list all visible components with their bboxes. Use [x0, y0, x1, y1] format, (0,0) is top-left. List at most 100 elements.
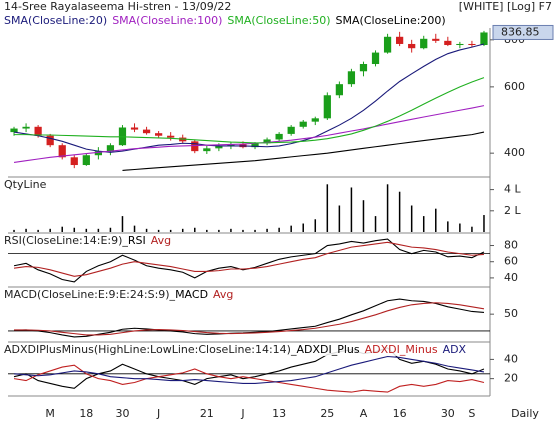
y-tick-label: 40 — [504, 271, 518, 284]
x-axis-label: Daily — [511, 407, 539, 420]
candle-body — [408, 43, 416, 49]
candle-body — [383, 36, 392, 53]
last-price-box — [492, 24, 554, 40]
bar — [145, 228, 148, 232]
panel-header: QtyLine — [4, 178, 47, 191]
candle-body — [130, 127, 139, 130]
bar — [483, 215, 485, 232]
series-line — [122, 131, 485, 171]
bar — [242, 229, 244, 232]
bar — [350, 187, 353, 232]
series-line — [13, 105, 485, 163]
bar — [471, 226, 473, 232]
y-tick-label: 400 — [504, 146, 525, 159]
y-tick-label: 50 — [504, 307, 518, 320]
candle-body — [432, 38, 440, 41]
bar — [230, 228, 232, 232]
candle-body — [227, 144, 235, 146]
y-tick-label: 2 L — [504, 204, 521, 217]
candle-body — [106, 145, 115, 152]
candle-body — [251, 143, 259, 148]
x-tick-label: S — [468, 407, 475, 420]
y-tick-label: 80 — [504, 239, 518, 252]
candle-body — [58, 145, 66, 158]
candle-body — [10, 128, 18, 133]
x-tick-label: J — [240, 407, 244, 420]
panel-header: ADXDIPlusMinus(HighLine:LowLine:CloseLin… — [4, 343, 472, 356]
series-line — [13, 43, 485, 153]
x-tick-label: 16 — [393, 407, 407, 420]
bar — [266, 228, 268, 232]
x-tick-label: M — [45, 407, 55, 420]
candle-body — [311, 118, 319, 122]
bar — [194, 227, 196, 232]
bar — [13, 229, 15, 232]
bar — [254, 229, 256, 232]
candle-body — [46, 135, 54, 146]
candle-body — [299, 121, 307, 127]
x-tick-label: 13 — [272, 407, 286, 420]
legend-entry: ADXDI_Minus — [364, 343, 438, 356]
candle-body — [70, 157, 78, 166]
x-tick-label: 25 — [320, 407, 334, 420]
bar — [61, 226, 63, 232]
bar — [435, 208, 437, 232]
legend-entry: Avg — [150, 234, 172, 247]
legend-entry: Avg — [213, 288, 234, 301]
candle-body — [359, 64, 368, 72]
bar — [278, 227, 280, 232]
legend-entry: SMA(CloseLine:200) — [335, 14, 446, 27]
candle-body — [323, 95, 331, 119]
x-tick-label: 30 — [115, 407, 129, 420]
series-line — [14, 77, 485, 144]
bar — [290, 225, 292, 232]
x-tick-label: 21 — [200, 407, 214, 420]
candle-body — [94, 151, 102, 156]
bar — [218, 229, 220, 232]
candle-body — [396, 36, 404, 44]
candle-body — [34, 126, 42, 136]
candle-body — [263, 139, 271, 144]
candle-body — [22, 126, 30, 129]
candle-body — [142, 129, 151, 134]
panel-title: ADXDIPlusMinus(HighLine:LowLine:CloseLin… — [4, 343, 297, 356]
legend-entry: RSI — [127, 234, 146, 247]
x-tick-label: 30 — [441, 407, 455, 420]
candle-body — [480, 32, 488, 46]
x-tick-label: J — [156, 407, 160, 420]
bar — [410, 205, 413, 232]
y-tick-label: 40 — [504, 352, 518, 365]
series-line — [13, 241, 485, 277]
bar — [302, 223, 304, 232]
series-line — [13, 355, 485, 384]
y-tick-label: 600 — [504, 80, 525, 93]
bar — [398, 191, 401, 232]
header: 14-Sree Rayalaseema Hi-stren - 13/09/22 — [4, 0, 232, 13]
bar — [49, 228, 51, 232]
bar — [73, 227, 76, 232]
y-tick-label: 20 — [504, 372, 518, 385]
panel-title: MACD(CloseLine:E:9:E:24:S:9)_ — [4, 288, 176, 301]
panel-title: RSI(CloseLine:14:E:9)_ — [4, 234, 128, 247]
candle-body — [287, 126, 295, 134]
panel-header: RSI(CloseLine:14:E:9)_RSI Avg — [4, 234, 177, 247]
candle-body — [275, 133, 283, 140]
y-tick-label: 4 L — [504, 183, 521, 196]
bar — [386, 184, 389, 232]
bar — [459, 223, 461, 232]
candle-body — [468, 43, 476, 46]
candle-body — [167, 135, 175, 138]
bar — [37, 229, 39, 232]
last-price-label: 836.85 — [501, 25, 540, 38]
bar — [422, 216, 425, 232]
candle-body — [347, 71, 356, 85]
series-line — [14, 302, 485, 336]
bar — [362, 200, 365, 232]
legend-entry: SMA(CloseLine:100) — [112, 14, 223, 27]
panel-title: QtyLine — [4, 178, 47, 191]
x-tick-label: 18 — [79, 407, 93, 420]
bar — [326, 184, 329, 232]
candle-body — [215, 145, 223, 149]
